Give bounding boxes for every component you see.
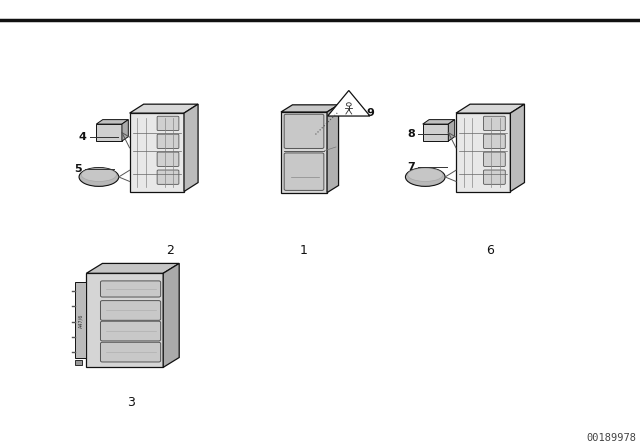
Ellipse shape bbox=[406, 168, 445, 186]
Text: 6: 6 bbox=[486, 244, 493, 257]
Polygon shape bbox=[163, 263, 179, 367]
Polygon shape bbox=[184, 104, 198, 192]
Bar bbox=[75, 360, 82, 365]
Polygon shape bbox=[96, 120, 128, 124]
Text: 4: 4 bbox=[79, 132, 86, 142]
FancyBboxPatch shape bbox=[100, 281, 161, 297]
Text: 7: 7 bbox=[407, 162, 415, 172]
Ellipse shape bbox=[81, 168, 116, 181]
Text: A47/6: A47/6 bbox=[78, 313, 83, 327]
FancyBboxPatch shape bbox=[157, 170, 179, 185]
Polygon shape bbox=[456, 104, 525, 113]
Polygon shape bbox=[281, 112, 327, 193]
Ellipse shape bbox=[79, 168, 119, 186]
Polygon shape bbox=[456, 113, 511, 192]
Polygon shape bbox=[422, 120, 455, 124]
FancyBboxPatch shape bbox=[484, 134, 506, 148]
FancyBboxPatch shape bbox=[157, 116, 179, 130]
FancyBboxPatch shape bbox=[100, 321, 161, 341]
FancyBboxPatch shape bbox=[284, 114, 324, 148]
Text: 8: 8 bbox=[407, 129, 415, 139]
Text: 1: 1 bbox=[300, 244, 308, 257]
Text: 9: 9 bbox=[366, 108, 374, 118]
FancyBboxPatch shape bbox=[284, 153, 324, 190]
Text: 3: 3 bbox=[127, 396, 135, 409]
FancyBboxPatch shape bbox=[484, 170, 506, 185]
Polygon shape bbox=[86, 263, 179, 273]
Text: 00189978: 00189978 bbox=[587, 433, 637, 443]
FancyBboxPatch shape bbox=[484, 152, 506, 166]
Text: 5: 5 bbox=[74, 164, 82, 174]
Circle shape bbox=[346, 103, 351, 106]
Bar bbox=[75, 282, 86, 358]
Polygon shape bbox=[422, 124, 448, 141]
Polygon shape bbox=[129, 113, 184, 192]
Polygon shape bbox=[86, 273, 163, 367]
Polygon shape bbox=[511, 104, 525, 192]
FancyBboxPatch shape bbox=[100, 342, 161, 362]
Text: 2: 2 bbox=[166, 244, 173, 257]
Polygon shape bbox=[328, 90, 370, 116]
Polygon shape bbox=[448, 120, 455, 141]
Polygon shape bbox=[96, 124, 122, 141]
FancyBboxPatch shape bbox=[157, 152, 179, 166]
FancyBboxPatch shape bbox=[100, 301, 161, 320]
FancyBboxPatch shape bbox=[484, 116, 506, 130]
FancyBboxPatch shape bbox=[157, 134, 179, 148]
Ellipse shape bbox=[408, 168, 443, 181]
Polygon shape bbox=[129, 104, 198, 113]
Polygon shape bbox=[122, 120, 128, 141]
Polygon shape bbox=[327, 105, 339, 193]
Polygon shape bbox=[281, 105, 339, 112]
